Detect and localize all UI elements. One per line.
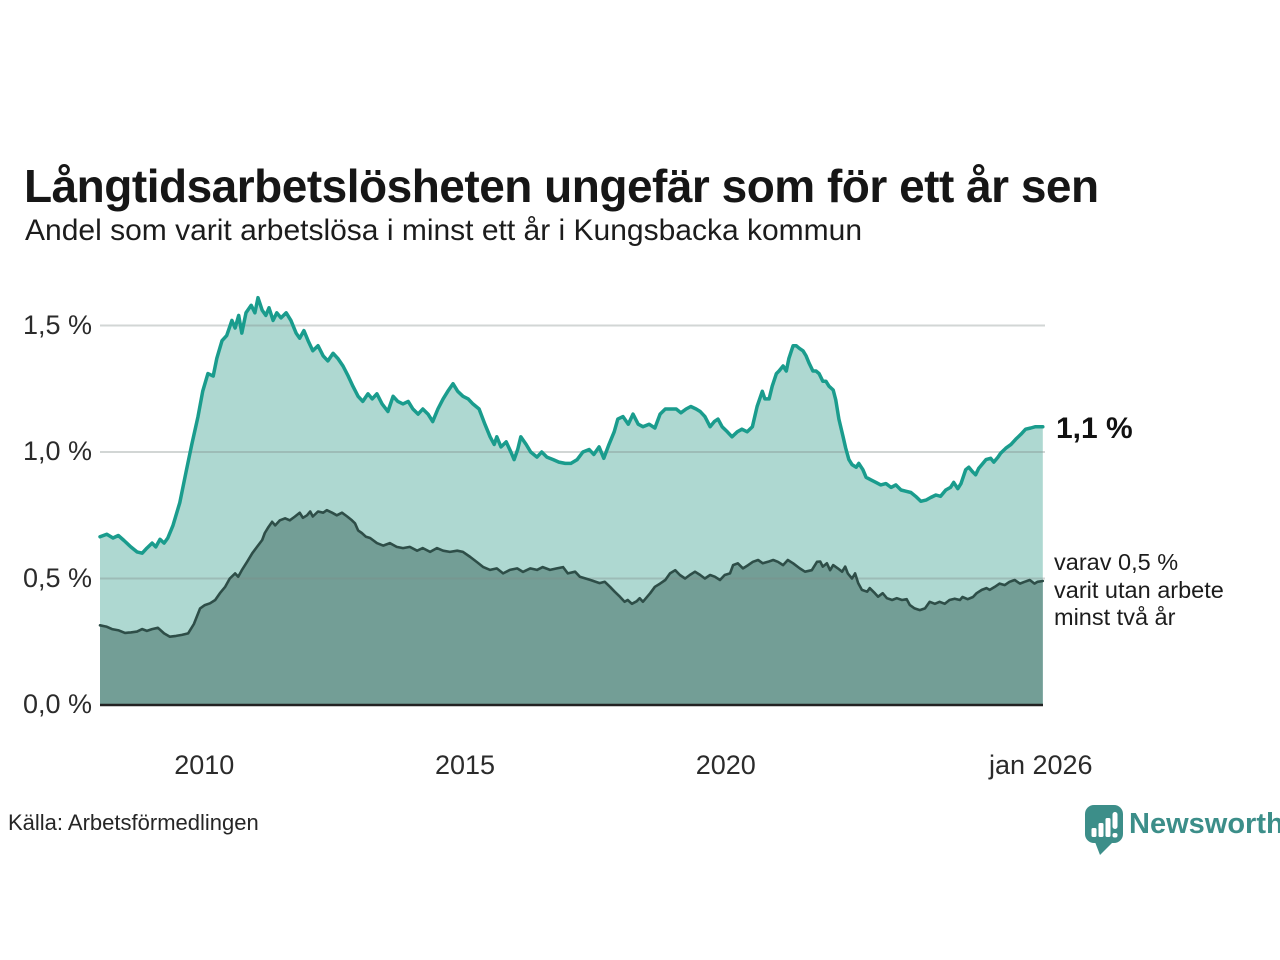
page-subtitle: Andel som varit arbetslösa i minst ett å… — [25, 214, 863, 247]
line-series-1 — [98, 295, 1045, 555]
newsworthy-logo: Newsworthy — [1085, 804, 1280, 856]
source-caption: Källa: Arbetsförmedlingen — [8, 810, 259, 835]
two-year-note: varav 0,5 % varit utan arbete minst två … — [1054, 549, 1224, 632]
latest-value-label: 1,1 % — [1056, 412, 1133, 445]
two-year-note-line: varav 0,5 % — [1054, 549, 1179, 575]
x-axis-tick-label: 2015 — [434, 750, 496, 780]
page-title: Långtidsarbetslösheten ungefär som för e… — [24, 159, 1099, 212]
line-series-2 — [98, 508, 1045, 638]
y-axis-tick-label: 0,5 % — [22, 562, 92, 593]
y-axis-tick-label: 1,0 % — [22, 436, 92, 466]
x-axis-tick-label: 2020 — [695, 750, 756, 780]
newsworthy-logo-icon — [1085, 805, 1123, 855]
two-year-note-line: minst två år — [1054, 604, 1176, 631]
newsworthy-wordmark: Newsworthy — [1129, 808, 1280, 840]
two-year-note-line: varit utan arbete — [1054, 576, 1224, 603]
x-axis-tick-label: jan 2026 — [988, 750, 1093, 780]
area-series-2 — [100, 510, 1043, 705]
x-axis-tick-label: 2010 — [174, 750, 235, 780]
y-axis-tick-label: 0,0 % — [22, 689, 92, 719]
y-axis-tick-label: 1,5 % — [22, 309, 92, 340]
